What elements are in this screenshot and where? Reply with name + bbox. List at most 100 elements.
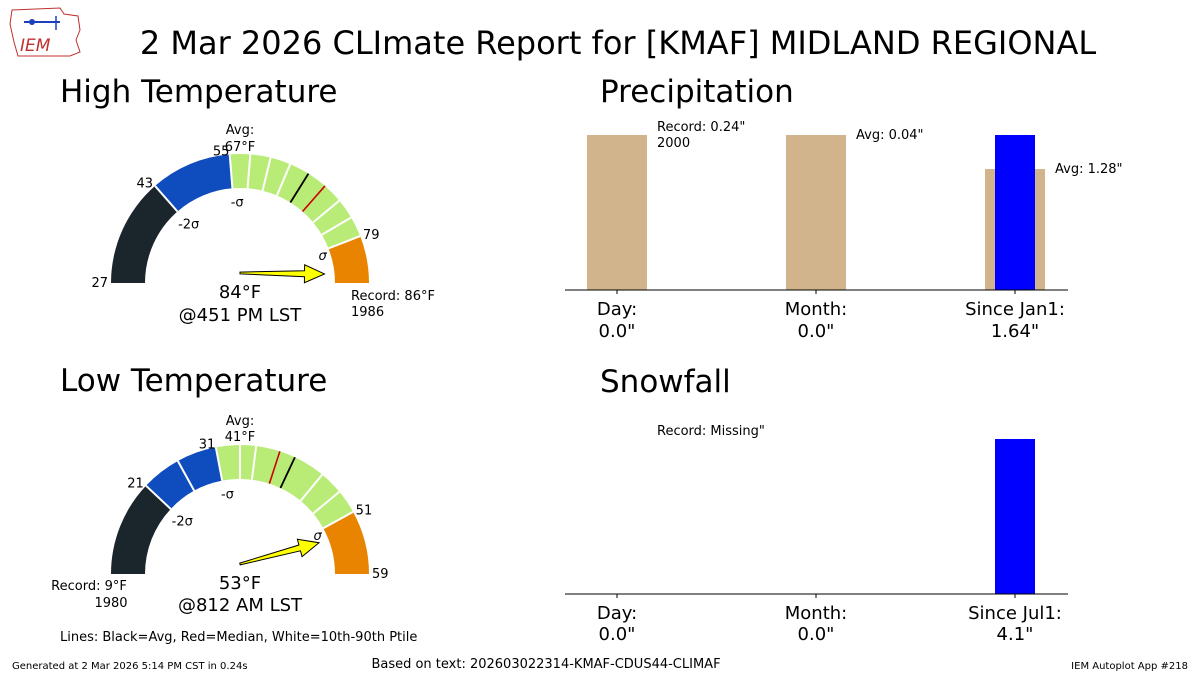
high-gauge-percentile-ticks xyxy=(154,154,361,250)
high-gauge-bands xyxy=(111,154,369,283)
band-separator-0 xyxy=(145,484,172,510)
high-avg-label: Avg: xyxy=(226,123,254,138)
percentile-tick-1 xyxy=(261,157,272,191)
gauge-band-1 xyxy=(155,154,233,212)
high-temp-title: High Temperature xyxy=(60,74,337,110)
record-bar-0 xyxy=(587,135,647,290)
low-record-year: 1980 xyxy=(94,596,127,611)
source-text-id: Based on text: 202603022314-KMAF-CDUS44-… xyxy=(371,657,720,672)
gauge-band-3 xyxy=(323,511,369,574)
high-temperature-gauge: High Temperature 27 43 55 79 -2σ -σ σ Av… xyxy=(60,74,435,326)
precip-val-month: 0.0" xyxy=(798,321,835,342)
snow-bars xyxy=(995,439,1035,594)
observed-bar-2 xyxy=(995,135,1035,290)
gauge-band-2 xyxy=(215,445,354,529)
precip-cat-month: Month: xyxy=(785,299,847,320)
gauge-band-0 xyxy=(111,185,178,283)
percentile-tick-4 xyxy=(321,216,352,236)
high-gauge-needle xyxy=(239,263,326,284)
low-observed-value: 53°F xyxy=(219,573,261,594)
precip-record-label: Record: 0.24" xyxy=(657,120,745,135)
lines-legend: Lines: Black=Avg, Red=Median, White=10th… xyxy=(60,630,417,645)
high-observed-time: @451 PM LST xyxy=(179,305,303,326)
low-scale-label-2: 51 xyxy=(356,503,373,518)
gauge-band-3 xyxy=(328,236,369,283)
app-id: IEM Autoplot App #218 xyxy=(1071,661,1188,672)
precip-axis-ticks xyxy=(616,290,1016,294)
avg-line xyxy=(279,456,296,489)
snow-val-day: 0.0" xyxy=(599,624,636,645)
band-separator-1 xyxy=(228,154,234,189)
low-gauge-bands xyxy=(111,445,369,574)
precip-since-jan1-avg-label: Avg: 1.28" xyxy=(1055,162,1123,177)
high-sigma-plus1: σ xyxy=(319,249,328,264)
high-gauge-scale-labels: 27 43 55 79 -2σ -σ σ xyxy=(91,144,379,291)
low-gauge-percentile-ticks xyxy=(145,445,354,530)
low-observed-time: @812 AM LST xyxy=(178,595,303,616)
low-sigma-minus1: -σ xyxy=(221,488,234,503)
precip-month-avg-label: Avg: 0.04" xyxy=(856,128,924,143)
low-gauge-scale-labels: 21 31 51 59 -2σ -σ σ xyxy=(127,437,388,582)
low-scale-label-3: 59 xyxy=(372,567,389,582)
gauge-needle-arrow xyxy=(239,263,326,284)
low-sigma-minus2: -2σ xyxy=(172,515,193,530)
logo-text: IEM xyxy=(20,36,51,56)
iem-logo: IEM xyxy=(9,7,81,57)
precip-bars xyxy=(587,135,1045,290)
snow-cat-day: Day: xyxy=(597,603,637,624)
gauge-band-2 xyxy=(229,154,361,249)
generated-timestamp: Generated at 2 Mar 2026 5:14 PM CST in 0… xyxy=(12,661,248,672)
precip-val-since-jan1: 1.64" xyxy=(991,321,1039,342)
snow-axis-ticks xyxy=(616,594,1016,598)
low-gauge-needle xyxy=(239,538,321,566)
high-scale-label-2: 55 xyxy=(213,144,230,159)
median-line xyxy=(268,451,281,484)
percentile-tick-2 xyxy=(250,445,258,480)
band-separator-2 xyxy=(328,235,361,250)
high-scale-label-0: 27 xyxy=(91,276,108,291)
band-separator-0 xyxy=(154,185,179,213)
observed-bar-2 xyxy=(995,439,1035,594)
low-avg-value: 41°F xyxy=(225,430,256,445)
precip-record-year: 2000 xyxy=(657,136,690,151)
precip-cat-day: Day: xyxy=(597,299,637,320)
precipitation-chart: Precipitation Day: 0.0" Month: 0.0" Sinc… xyxy=(565,74,1123,342)
high-sigma-minus1: -σ xyxy=(231,195,244,210)
low-sigma-plus1: σ xyxy=(313,529,322,544)
high-record-label: Record: 86°F xyxy=(351,289,435,304)
median-line xyxy=(301,185,326,213)
precip-cat-since-jan1: Since Jan1: xyxy=(965,299,1065,320)
high-avg-value: 67°F xyxy=(225,140,256,155)
page-title: 2 Mar 2026 CLImate Report for [KMAF] MID… xyxy=(140,24,1097,62)
snow-cat-since-jul1: Since Jul1: xyxy=(968,603,1062,624)
high-observed-value: 84°F xyxy=(219,282,261,303)
snow-title: Snowfall xyxy=(600,364,731,400)
high-scale-label-1: 43 xyxy=(137,177,154,192)
low-scale-label-1: 31 xyxy=(199,437,216,452)
snow-val-month: 0.0" xyxy=(798,624,835,645)
high-record-year: 1986 xyxy=(351,305,384,320)
gauge-needle-arrow xyxy=(239,538,321,566)
precip-title: Precipitation xyxy=(600,74,794,110)
high-scale-label-3: 79 xyxy=(363,228,380,243)
percentile-tick-0 xyxy=(246,154,252,189)
snowfall-chart: Snowfall Day: 0.0" Month: 0.0" Since Jul… xyxy=(565,364,1068,645)
snow-record-label: Record: Missing" xyxy=(657,424,765,439)
low-scale-label-0: 21 xyxy=(127,477,144,492)
low-record-label: Record: 9°F xyxy=(51,579,127,594)
percentile-tick-2 xyxy=(276,163,292,196)
gauge-band-0 xyxy=(111,485,171,574)
precip-val-day: 0.0" xyxy=(599,321,636,342)
average-bar-1 xyxy=(786,135,846,290)
low-temp-title: Low Temperature xyxy=(60,363,327,399)
gauge-band-1 xyxy=(145,447,223,509)
percentile-tick-4 xyxy=(312,491,341,515)
high-sigma-minus2: -2σ xyxy=(178,218,199,233)
avg-line xyxy=(289,173,310,203)
low-avg-label: Avg: xyxy=(226,414,254,429)
snow-val-since-jul1: 4.1" xyxy=(997,624,1034,645)
percentile-tick-3 xyxy=(312,199,340,224)
low-temperature-gauge: Low Temperature 21 31 51 59 -2σ -σ σ Avg… xyxy=(51,363,388,616)
band-separator-2 xyxy=(322,510,354,530)
